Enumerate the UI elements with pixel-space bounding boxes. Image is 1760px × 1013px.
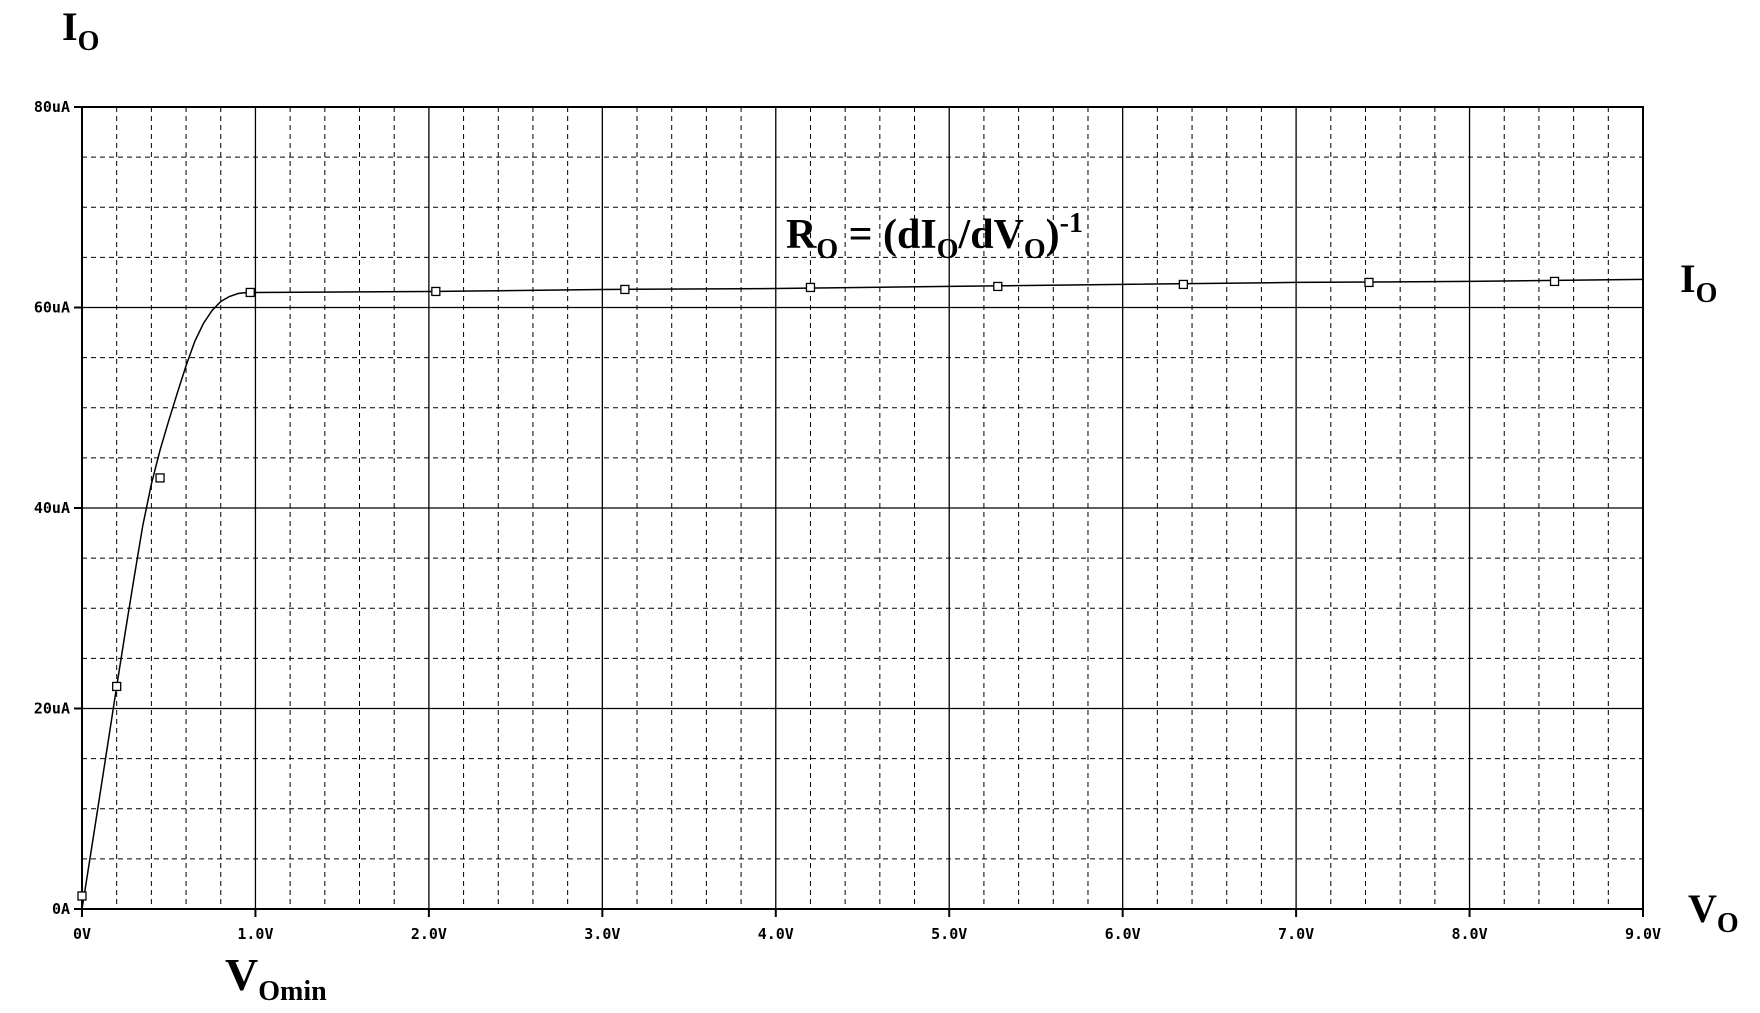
curve-marker — [993, 281, 1003, 292]
curve-marker — [1364, 277, 1374, 288]
curve-marker — [431, 286, 441, 297]
curve-marker — [245, 287, 255, 298]
x-tick-label: 8.0V — [1451, 925, 1487, 943]
curve-markers — [77, 276, 1560, 901]
x-tick-label: 1.0V — [237, 925, 273, 943]
y-tick-label: 60uA — [34, 299, 70, 317]
curve-marker — [1549, 276, 1560, 287]
output-resistance-annotation: RO = (dIO/dVO)-1 — [786, 208, 1083, 265]
y-tick-label: 0A — [52, 900, 70, 918]
vomin-label: VOmin — [225, 949, 327, 1007]
x-tick-label: 0V — [73, 925, 91, 943]
curve-marker — [805, 282, 816, 293]
x-axis-ticks: 0V 1.0V 2.0V 3.0V 4.0V 5.0V 6.0V 7.0V 8.0V 9.0V — [73, 909, 1661, 943]
curve-marker — [112, 681, 122, 692]
curve-marker — [620, 284, 630, 295]
y-axis-label: IO — [62, 4, 99, 57]
curve-label: IO — [1680, 256, 1717, 309]
y-tick-label: 20uA — [34, 700, 70, 718]
y-tick-label: 40uA — [34, 499, 70, 517]
x-axis-label: VO — [1688, 886, 1739, 939]
y-tick-label: 80uA — [34, 98, 70, 116]
y-axis-ticks: 0A 20uA 40uA 60uA 80uA — [34, 98, 82, 918]
curve-marker — [77, 891, 87, 901]
x-tick-label: 6.0V — [1105, 925, 1141, 943]
major-grid — [82, 107, 1643, 909]
x-tick-label: 2.0V — [411, 925, 447, 943]
x-tick-label: 4.0V — [758, 925, 794, 943]
curve-marker — [1178, 279, 1189, 290]
x-tick-label: 9.0V — [1625, 925, 1661, 943]
x-tick-label: 7.0V — [1278, 925, 1314, 943]
curve-marker — [155, 473, 165, 483]
x-tick-label: 5.0V — [931, 925, 967, 943]
io-vs-vo-curve — [81, 278, 1644, 910]
x-tick-label: 3.0V — [584, 925, 620, 943]
